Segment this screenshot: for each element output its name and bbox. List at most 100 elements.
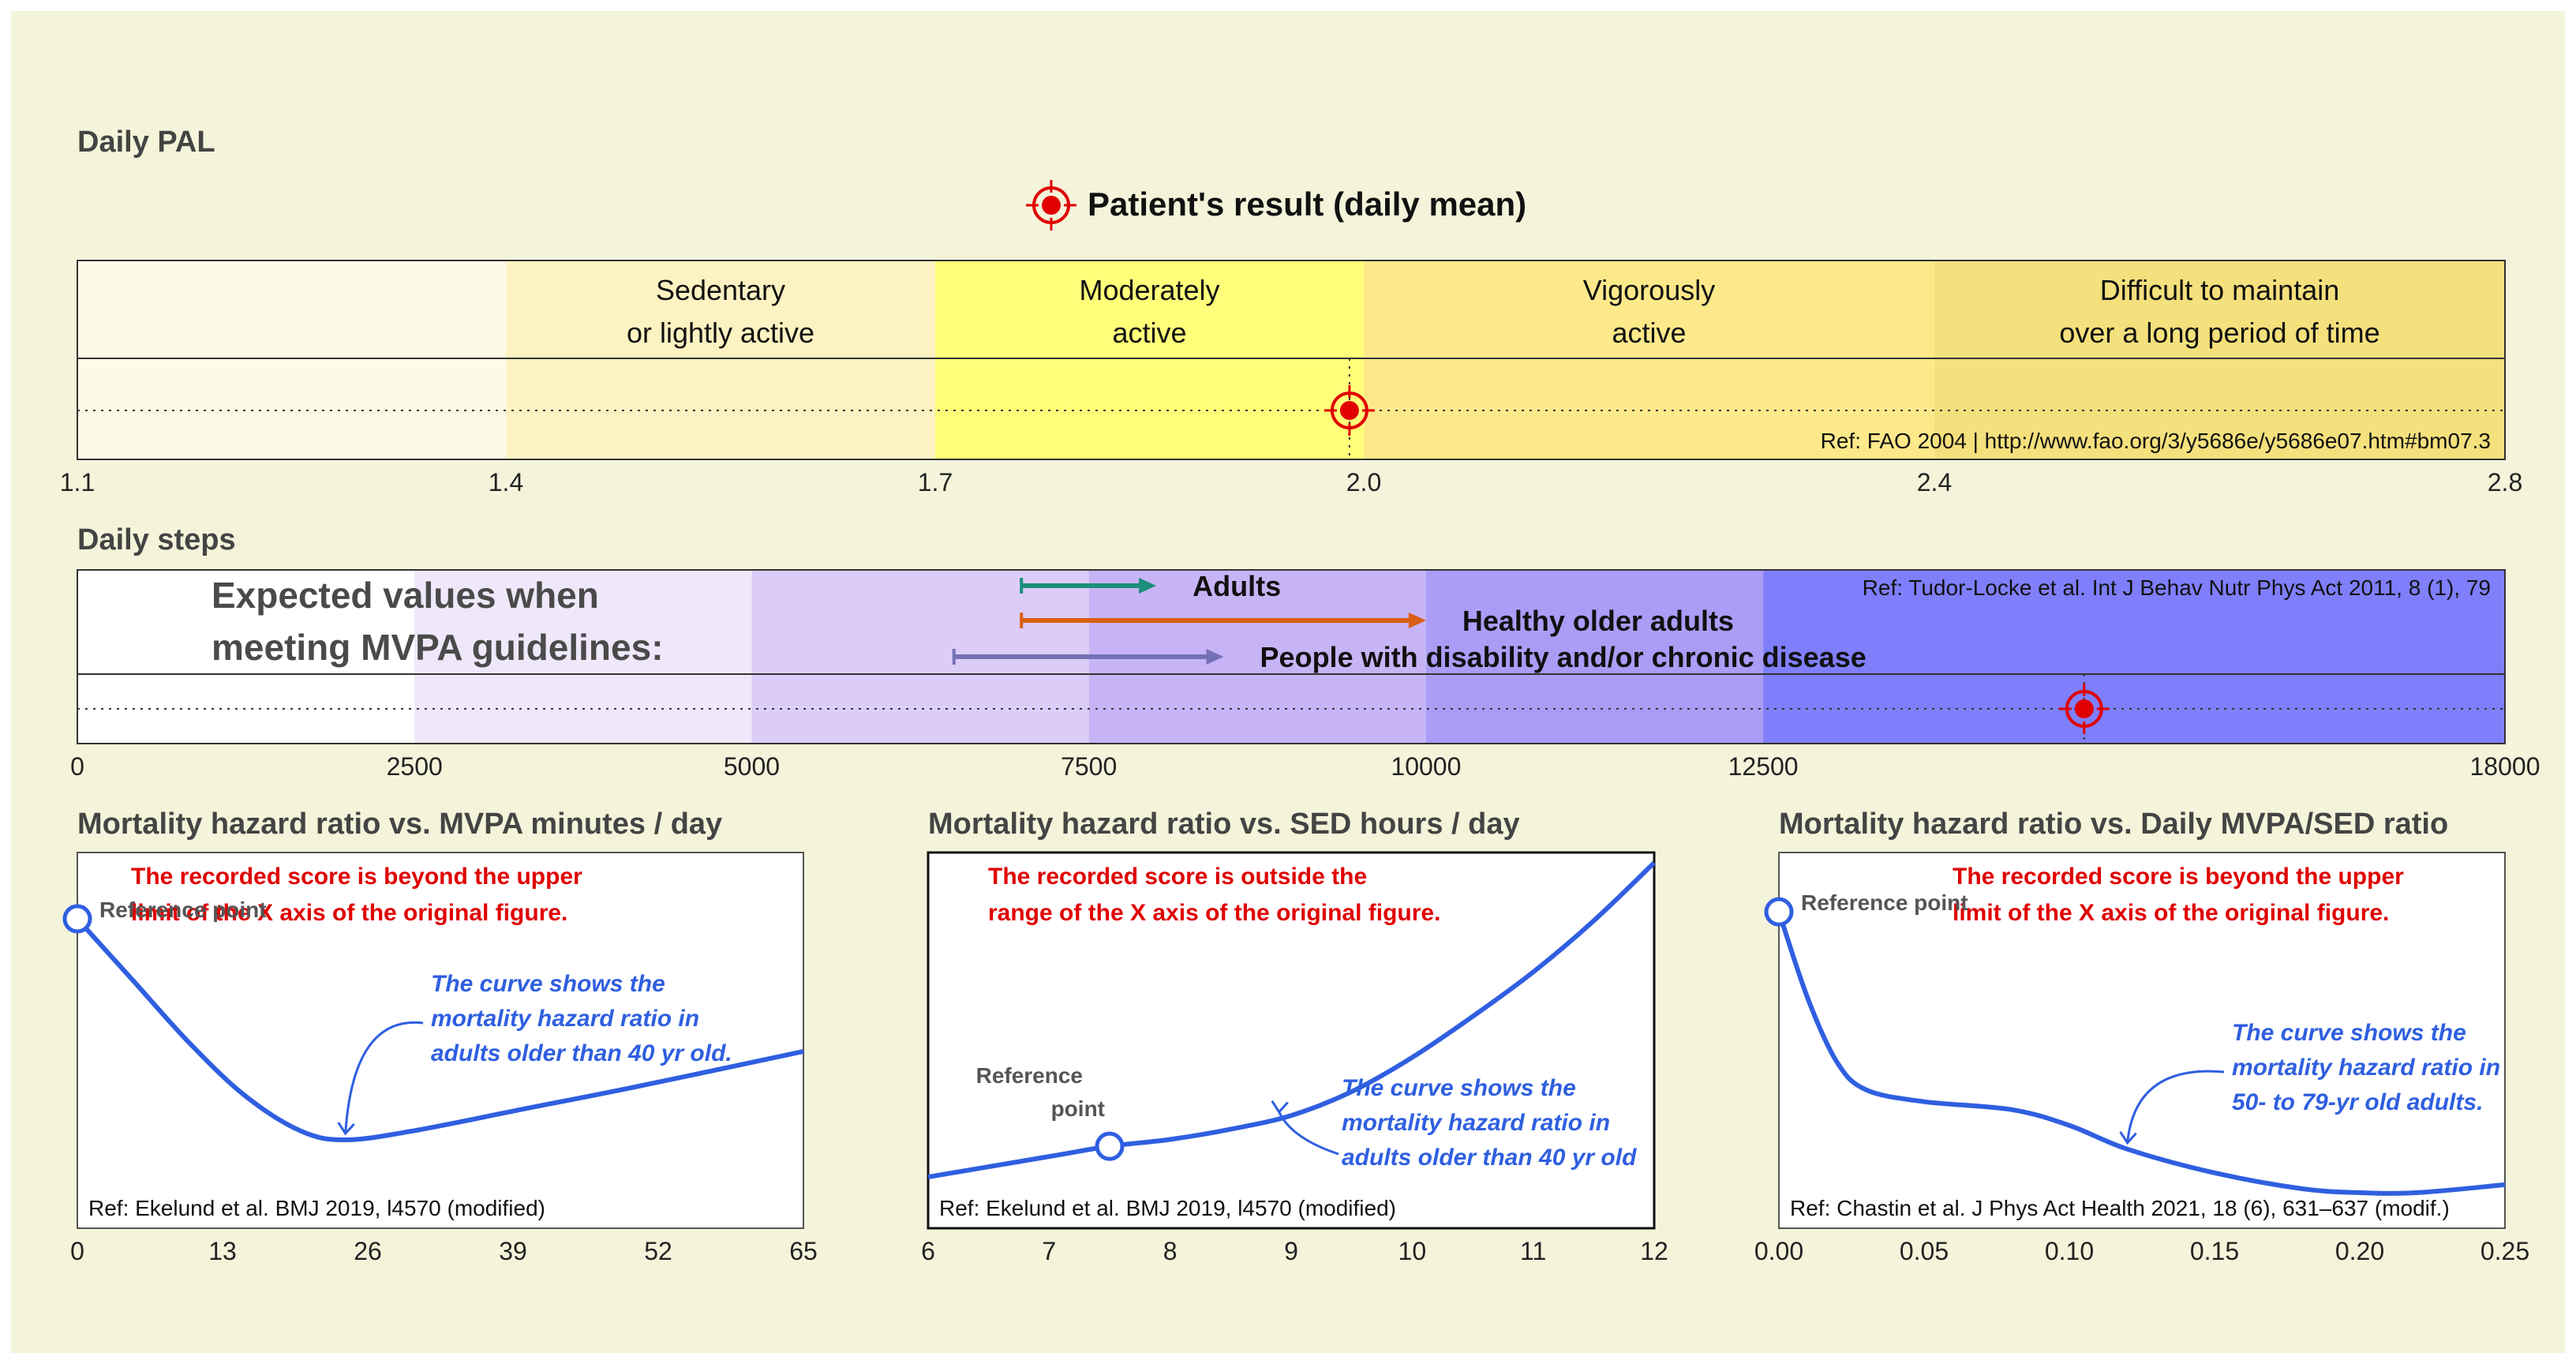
steps-arrow-head — [1206, 649, 1224, 665]
steps-arrow-label: Healthy older adults — [1462, 605, 1734, 637]
chart-annotation-line: adults older than 40 yr old — [1342, 1145, 1637, 1171]
chart-warning-line2: range of the X axis of the original figu… — [988, 900, 1440, 926]
chart-annotation-line: The curve shows the — [2232, 1020, 2466, 1046]
pal-title: Daily PAL — [77, 126, 215, 159]
pal-tick-label: 2.0 — [1346, 468, 1381, 497]
mortality-chart-1: Mortality hazard ratio vs. MVPA minutes … — [62, 808, 818, 1265]
pal-zone-label-line1: Difficult to maintain — [2100, 274, 2339, 306]
chart-warning-line2: limit of the X axis of the original figu… — [1953, 900, 2389, 926]
steps-tick-label: 2500 — [387, 752, 443, 781]
pal-tick-label: 2.4 — [1917, 468, 1952, 497]
chart-x-tick-label: 7 — [1042, 1237, 1056, 1265]
pal-patient-marker — [1324, 358, 1375, 459]
chart-reference-point-label: Reference point — [1801, 890, 1968, 915]
chart-warning-line1: The recorded score is outside the — [988, 864, 1367, 890]
steps-section: Daily steps Expected values when meeting… — [70, 523, 2540, 781]
chart-reference-point — [1095, 1131, 1125, 1161]
steps-tick-label: 10000 — [1391, 752, 1461, 781]
pal-patient-point-dot — [1339, 401, 1359, 420]
chart-x-tick-label: 0 — [70, 1237, 84, 1265]
chart-x-tick-label: 0.00 — [1754, 1237, 1803, 1265]
chart-x-tick-label: 6 — [921, 1237, 935, 1265]
chart-annotation-arrow — [344, 1021, 424, 1134]
pal-zone-label-line1: Vigorously — [1583, 274, 1715, 306]
chart-reference-point-label-2: point — [1051, 1096, 1105, 1121]
chart-plot-area — [927, 851, 1656, 1230]
chart-reference-point — [62, 904, 92, 934]
pal-zones: Sedentary or lightly active Moderately acti… — [77, 260, 2505, 459]
pal-tick-label: 1.1 — [60, 468, 95, 497]
steps-zone-5 — [1763, 570, 2505, 744]
pal-zone-label-line2: active — [1112, 317, 1186, 349]
pal-zone-3 — [1364, 260, 1934, 459]
chart-warning-line2: limit of the X axis of the original figu… — [131, 900, 567, 926]
steps-tick-label: 12500 — [1728, 752, 1799, 781]
pal-zone-label-line2: or lightly active — [627, 317, 814, 349]
steps-arrow-label: Adults — [1193, 570, 1281, 602]
pal-tick-label: 2.8 — [2488, 468, 2522, 497]
chart-title: Mortality hazard ratio vs. SED hours / d… — [928, 808, 1520, 841]
pal-tick-label: 1.4 — [489, 468, 523, 497]
chart-reference: Ref: Chastin et al. J Phys Act Health 20… — [1790, 1196, 2450, 1220]
mortality-chart-3: Mortality hazard ratio vs. Daily MVPA/SE… — [1754, 808, 2529, 1265]
steps-guideline-arrows: Adults Healthy older adults People with di… — [952, 570, 1866, 673]
pal-legend-label: Patient's result (daily mean) — [1088, 185, 1526, 223]
chart-x-tick-label: 0.10 — [2045, 1237, 2094, 1265]
chart-x-tick-label: 26 — [354, 1237, 382, 1265]
steps-reference: Ref: Tudor-Locke et al. Int J Behav Nutr… — [1863, 575, 2491, 600]
pal-legend: Patient's result (daily mean) — [1026, 180, 1526, 230]
chart-annotation-line: 50- to 79-yr old adults. — [2232, 1089, 2483, 1115]
chart-reference: Ref: Ekelund et al. BMJ 2019, l4570 (mod… — [939, 1196, 1396, 1220]
chart-hazard-curve — [1777, 911, 2506, 1196]
mortality-chart-2: Mortality hazard ratio vs. SED hours / d… — [921, 808, 1668, 1265]
pal-zone-label-line2: over a long period of time — [2059, 317, 2379, 349]
steps-patient-marker — [2058, 674, 2110, 744]
steps-arrow-label: People with disability and/or chronic di… — [1260, 641, 1866, 673]
chart-annotation-line: mortality hazard ratio in — [2232, 1055, 2500, 1081]
chart-annotation-line: adults older than 40 yr old. — [431, 1040, 732, 1066]
steps-patient-point — [2058, 684, 2110, 734]
chart-title: Mortality hazard ratio vs. Daily MVPA/SE… — [1779, 808, 2448, 841]
pal-zone-label-line1: Sedentary — [656, 274, 785, 306]
steps-expected-line1: Expected values when — [212, 575, 599, 616]
pal-zone-2 — [935, 260, 1364, 459]
chart-x-tick-label: 0.20 — [2335, 1237, 2384, 1265]
chart-x-tick-label: 12 — [1640, 1237, 1668, 1265]
chart-annotation-line: mortality hazard ratio in — [1342, 1110, 1610, 1136]
steps-arrow-head — [1408, 613, 1426, 628]
mortality-charts: Mortality hazard ratio vs. MVPA minutes … — [62, 808, 2529, 1265]
chart-annotation-line: The curve shows the — [431, 971, 665, 997]
steps-frame — [77, 569, 2506, 744]
pal-reference: Ref: FAO 2004 | http://www.fao.org/3/y56… — [1821, 429, 2491, 453]
steps-zone-4 — [1425, 570, 1764, 744]
chart-annotation-arrow — [1278, 1111, 1339, 1156]
chart-reference: Ref: Ekelund et al. BMJ 2019, l4570 (mod… — [88, 1196, 545, 1220]
pal-zone-4 — [1934, 260, 2505, 459]
pal-zone-label-line1: Moderately — [1079, 274, 1219, 306]
chart-warning-line1: The recorded score is beyond the upper — [131, 864, 582, 890]
steps-zone-1 — [414, 570, 752, 744]
pal-frame — [77, 260, 2506, 460]
pal-tick-label: 1.7 — [918, 468, 953, 497]
steps-zone-0 — [77, 570, 415, 744]
steps-tick-label: 7500 — [1061, 752, 1117, 781]
steps-axis-ticks: 0 2500 5000 7500 10000 12500 18000 — [70, 752, 2540, 781]
pal-patient-point — [1324, 385, 1375, 436]
chart-x-tick-label: 11 — [1520, 1237, 1546, 1265]
steps-zones — [77, 570, 2505, 744]
chart-x-tick-label: 0.25 — [2481, 1237, 2529, 1265]
chart-plot-area — [1778, 852, 2506, 1229]
chart-annotation-arrow — [2126, 1070, 2225, 1143]
chart-reference-point-label: Reference point — [99, 897, 267, 922]
chart-reference-point-label: Reference — [976, 1063, 1083, 1088]
steps-title: Daily steps — [77, 523, 236, 556]
chart-x-tick-label: 0.05 — [1900, 1237, 1949, 1265]
steps-tick-label: 0 — [70, 752, 84, 781]
chart-warning-line1: The recorded score is beyond the upper — [1953, 864, 2404, 890]
chart-x-tick-label: 0.15 — [2190, 1237, 2239, 1265]
steps-expected-line2: meeting MVPA guidelines: — [212, 627, 664, 668]
chart-title: Mortality hazard ratio vs. MVPA minutes … — [77, 808, 722, 841]
pal-zone-0 — [77, 260, 506, 459]
chart-x-tick-label: 65 — [789, 1237, 818, 1265]
